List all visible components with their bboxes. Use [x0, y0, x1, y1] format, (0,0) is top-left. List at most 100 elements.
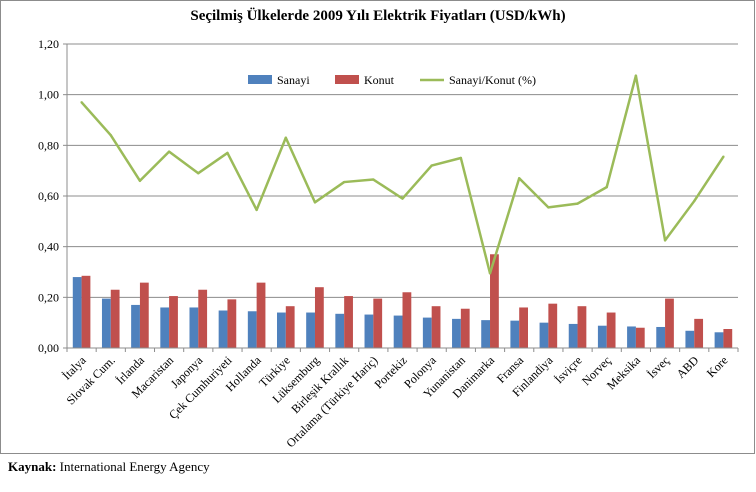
ratio-point [430, 164, 433, 167]
legend-label: Sanayi/Konut (%) [449, 73, 536, 87]
ratio-point [372, 178, 375, 181]
bar-sanayi [277, 312, 286, 348]
ratio-point [459, 156, 463, 160]
bar-konut [314, 287, 324, 348]
bar-sanayi [597, 325, 607, 348]
bar-sanayi [101, 298, 111, 348]
ratio-point [693, 199, 696, 203]
ratio-point [547, 206, 550, 209]
bar-konut [694, 318, 704, 348]
ratio-point [109, 134, 112, 137]
bar-konut [81, 275, 91, 348]
bar-sanayi [656, 326, 666, 348]
bar-sanayi [189, 307, 199, 348]
bar-sanayi [160, 307, 170, 348]
legend-swatch [248, 75, 272, 84]
ratio-line [80, 74, 725, 275]
ratio-point [605, 185, 608, 189]
legend-swatch [335, 75, 359, 84]
bar-konut [723, 329, 733, 348]
y-tick-label: 0,00 [38, 341, 59, 355]
bar-konut [110, 289, 120, 348]
y-tick-label: 0,20 [38, 290, 59, 304]
ratio-point [226, 151, 229, 155]
bar-sanayi [131, 304, 140, 348]
source-note: Kaynak: International Energy Agency [8, 459, 210, 475]
ratio-point [517, 177, 521, 180]
x-category-label: İsveç [644, 353, 672, 381]
y-tick-label: 0,60 [38, 189, 59, 203]
legend-konut: Konut [335, 73, 395, 87]
chart-title: Seçilmiş Ülkelerde 2009 Yılı Elektrik Fi… [190, 8, 566, 24]
chart-canvas: 0,00 0,20 0,40 0,60 0,80 1,00 1,20 İtalyaSlova… [38, 37, 739, 450]
ratio-point [663, 239, 667, 242]
legend: Sanayi Konut Sanayi/Konut (%) [248, 73, 536, 87]
bar-sanayi [539, 322, 549, 348]
bar-konut [519, 307, 528, 348]
bar-konut [490, 254, 499, 348]
bar-sanayi [627, 326, 636, 348]
bar-sanayi [364, 314, 374, 348]
legend-label: Sanayi [277, 73, 310, 87]
source-text: International Energy Agency [59, 459, 210, 474]
y-tick-label: 0,80 [38, 138, 59, 152]
bar-sanayi [335, 313, 345, 348]
bar-konut [169, 296, 178, 348]
ratio-point [167, 150, 171, 153]
bar-konut [256, 282, 266, 348]
bar-konut [548, 303, 558, 348]
bar-sanayi [685, 330, 695, 348]
bar-konut [665, 298, 674, 348]
bar-konut [460, 308, 470, 348]
bar-konut [402, 292, 412, 348]
source-label: Kaynak: [8, 459, 57, 474]
ratio-point [401, 197, 404, 200]
ratio-point [284, 136, 288, 139]
ratio-point [634, 74, 638, 77]
bar-konut [606, 312, 616, 348]
bar-sanayi [510, 320, 520, 348]
bar-konut [139, 282, 149, 348]
bar-konut [373, 298, 383, 348]
bar-sanayi [218, 310, 228, 348]
ratio-point [488, 272, 492, 275]
bar-sanayi [714, 332, 724, 348]
legend-sanayi: Sanayi [248, 73, 310, 87]
ratio-point [255, 208, 258, 212]
bar-konut [577, 306, 587, 348]
legend-label: Konut [364, 73, 395, 87]
ratio-point [80, 101, 83, 104]
bar-sanayi [306, 312, 315, 348]
bar-sanayi [393, 315, 403, 348]
y-tick-label: 1,20 [38, 37, 59, 51]
bar-konut [431, 306, 441, 348]
bar-konut [198, 289, 208, 348]
bar-sanayi [481, 320, 491, 348]
ratio-point [722, 155, 725, 158]
ratio-point [313, 201, 317, 204]
bar-sanayi [247, 311, 257, 348]
bar-konut [344, 296, 353, 348]
x-category-label: Portekiz [371, 353, 409, 391]
x-category-label: İsviçre [552, 353, 585, 386]
bar-sanayi [452, 318, 461, 348]
chart-frame [0, 0, 755, 454]
x-category-label: Kore [704, 353, 731, 380]
bar-sanayi [72, 277, 82, 348]
bar-sanayi [568, 323, 578, 348]
ratio-line-group [80, 74, 725, 275]
bars-group [72, 254, 733, 348]
bar-konut [635, 327, 645, 348]
bar-sanayi [422, 317, 432, 348]
y-tick-label: 1,00 [38, 88, 59, 102]
bar-konut [227, 299, 237, 348]
ratio-point [342, 180, 346, 184]
ratio-point [138, 179, 142, 182]
ratio-point [197, 172, 200, 175]
x-category-label: Meksika [604, 353, 644, 393]
legend-ratio: Sanayi/Konut (%) [420, 73, 536, 87]
y-tick-label: 0,40 [38, 240, 59, 254]
x-category-label: ABD [674, 353, 702, 381]
ratio-point [576, 202, 579, 205]
